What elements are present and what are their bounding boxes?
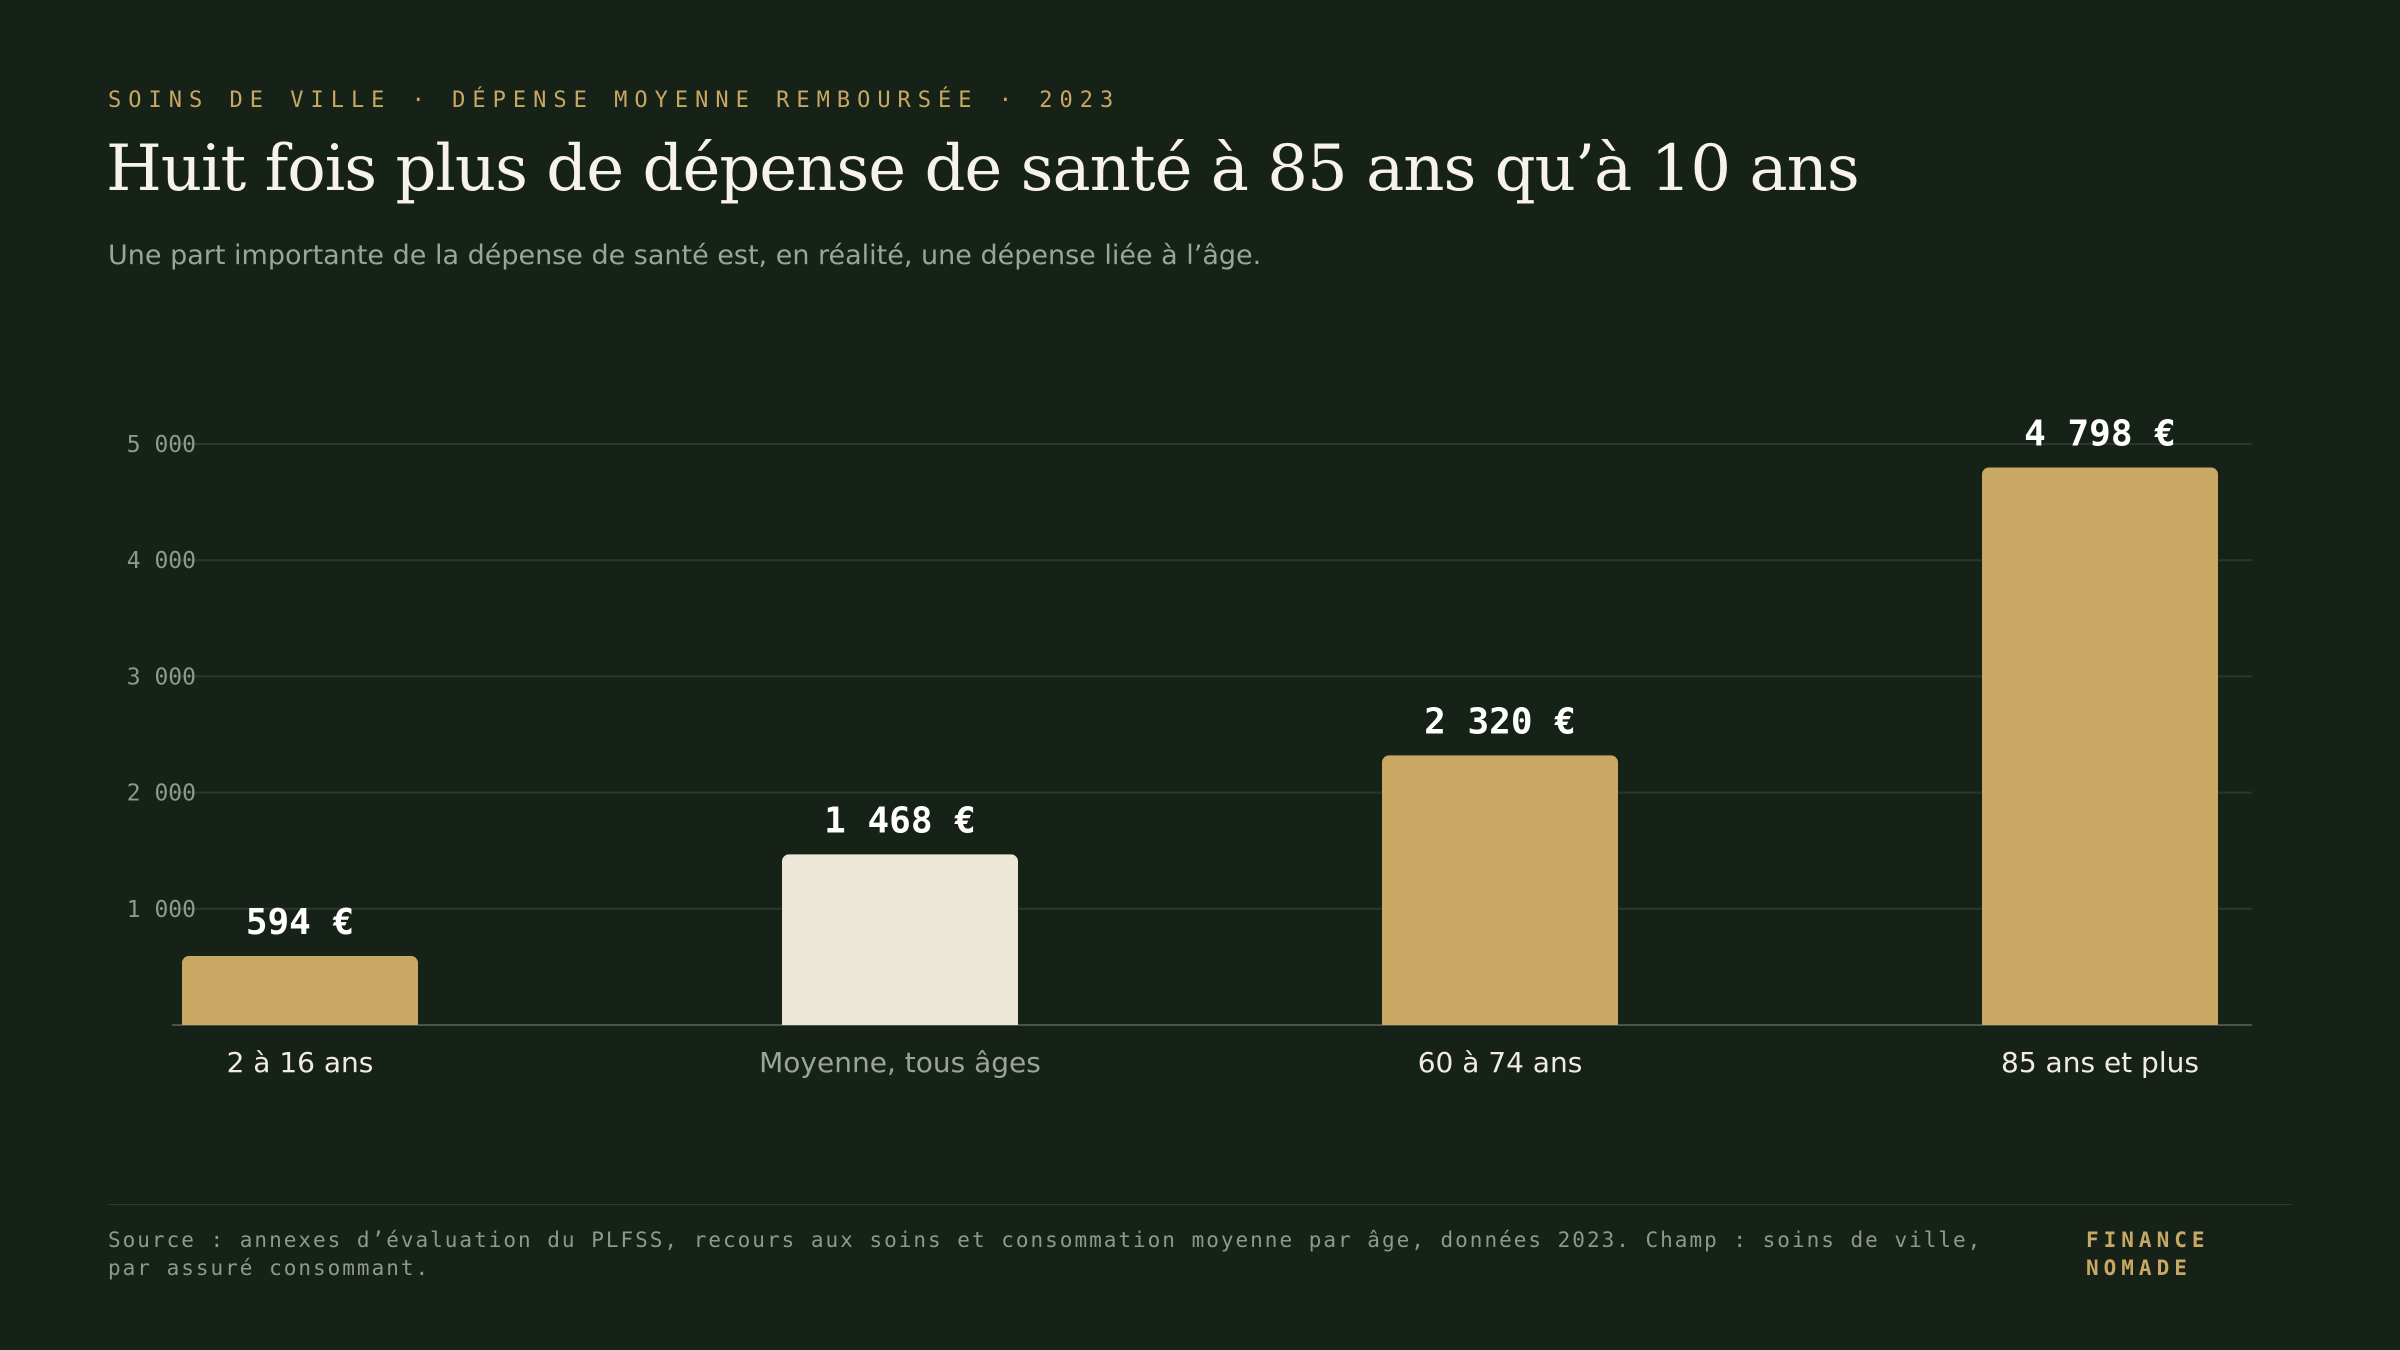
bar	[1382, 755, 1618, 1025]
brand-line-2: NOMADE	[2086, 1256, 2192, 1280]
data-label: 1 468 €	[824, 800, 976, 841]
chart-title: Huit fois plus de dépense de santé à 85 …	[106, 132, 1860, 206]
chart-kicker: SOINS DE VILLE · DÉPENSE MOYENNE REMBOUR…	[108, 88, 1121, 113]
y-tick-label: 3 000	[127, 664, 196, 690]
chart-subtitle: Une part importante de la dépense de san…	[108, 240, 1262, 271]
y-tick-label: 2 000	[127, 781, 196, 807]
category-label: Moyenne, tous âges	[759, 1046, 1041, 1079]
y-tick-label: 5 000	[127, 432, 196, 458]
y-tick-label: 1 000	[127, 897, 196, 923]
bar	[1982, 467, 2218, 1025]
bar-base	[782, 1017, 1018, 1025]
data-label: 594 €	[246, 902, 354, 943]
data-label: 2 320 €	[1424, 701, 1576, 742]
bar	[782, 854, 1018, 1025]
data-label: 4 798 €	[2024, 413, 2176, 454]
source-note: Source : annexes d’évaluation du PLFSS, …	[108, 1228, 1983, 1280]
footer-divider	[108, 1204, 2292, 1205]
brand-line-1: FINANCE	[2086, 1228, 2210, 1252]
category-label: 85 ans et plus	[2001, 1046, 2199, 1079]
category-label: 2 à 16 ans	[227, 1046, 374, 1079]
category-label: 60 à 74 ans	[1418, 1046, 1583, 1079]
bar-base	[1982, 1017, 2218, 1025]
y-tick-label: 4 000	[127, 548, 196, 574]
bar	[182, 955, 418, 1025]
bar-base	[1382, 1017, 1618, 1025]
brand-logo: FINANCE NOMADE	[2086, 1226, 2210, 1282]
bar-base	[182, 1017, 418, 1025]
